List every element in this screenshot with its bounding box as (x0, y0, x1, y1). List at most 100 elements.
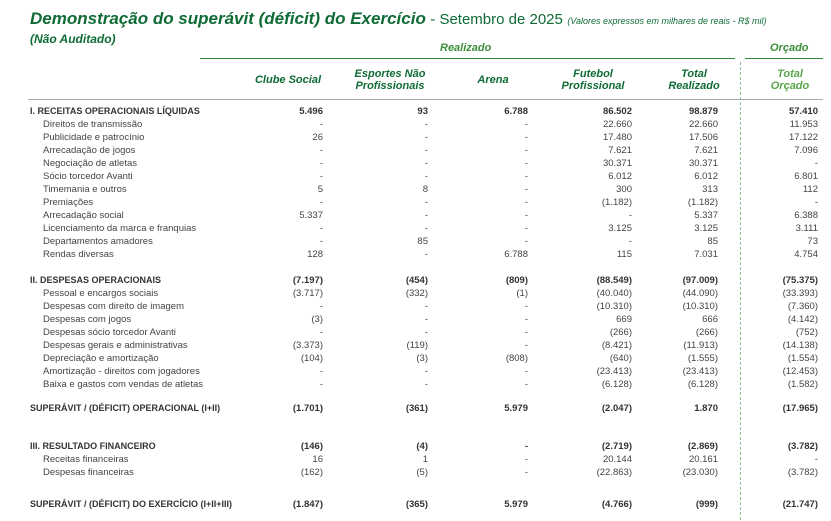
cell: 20.144 (602, 454, 632, 465)
cell: - (319, 301, 323, 312)
cell: 4.754 (794, 249, 818, 260)
row-label: Negociação de atletas (43, 158, 138, 169)
cell: 6.788 (504, 249, 528, 260)
cell: (2.719) (601, 441, 632, 452)
cell: 7.096 (794, 145, 818, 156)
cell: 17.122 (788, 132, 818, 143)
cell: - (424, 366, 428, 377)
cell: 112 (802, 184, 818, 195)
cell: 17.506 (688, 132, 718, 143)
cell: - (424, 379, 428, 390)
cell: (10.310) (682, 301, 718, 312)
cell: (40.040) (596, 288, 632, 299)
cell: 6.388 (794, 210, 818, 221)
cell: - (424, 132, 428, 143)
row-label: Publicidade e patrocínio (43, 132, 145, 143)
cell: - (424, 145, 428, 156)
column-header: Esportes Não (354, 68, 426, 80)
cell: (640) (609, 353, 632, 364)
cell: 6.788 (504, 106, 528, 117)
row-label: Despesas gerais e administrativas (43, 340, 188, 351)
row-label: Depreciação e amortização (43, 353, 159, 364)
cell: 1 (422, 454, 428, 465)
cell: 20.161 (688, 454, 718, 465)
row-label: Baixa e gastos com vendas de atletas (43, 379, 204, 390)
cell: 16 (312, 454, 323, 465)
cell: (4) (416, 441, 428, 452)
cell: - (814, 197, 818, 208)
cell: (5) (416, 467, 428, 478)
cell: - (424, 301, 428, 312)
cell: 30.371 (688, 158, 718, 169)
cell: - (814, 158, 818, 169)
cell: (7.360) (787, 301, 818, 312)
cell: 30.371 (602, 158, 632, 169)
cell: 6.801 (794, 171, 818, 182)
cell: - (319, 145, 323, 156)
cell: 98.879 (688, 106, 718, 117)
cell: - (319, 327, 323, 338)
cell: (6.128) (601, 379, 632, 390)
cell: 5.496 (299, 106, 323, 117)
cell: - (524, 441, 528, 452)
row-label: Sócio torcedor Avanti (43, 171, 133, 182)
row-label: Receitas financeiras (43, 454, 129, 465)
cell: (2.047) (601, 403, 632, 414)
rule (200, 58, 735, 59)
row-label: Arrecadação de jogos (43, 145, 136, 156)
cell: (10.310) (596, 301, 632, 312)
cell: (3) (416, 353, 428, 364)
cell: - (524, 132, 528, 143)
cell: - (524, 314, 528, 325)
cell: 7.621 (608, 145, 632, 156)
cell: - (524, 379, 528, 390)
cell: 7.621 (694, 145, 718, 156)
cell: (1.182) (601, 197, 632, 208)
cell: 5.979 (504, 403, 528, 414)
cell: (266) (609, 327, 632, 338)
cell: - (524, 467, 528, 478)
cell: - (524, 184, 528, 195)
cell: - (524, 145, 528, 156)
cell: (8.421) (601, 340, 632, 351)
cell: (3.782) (787, 441, 818, 452)
cell: 3.125 (608, 223, 632, 234)
row-label: Despesas financeiras (43, 467, 134, 478)
cell: - (319, 171, 323, 182)
column-header: Futebol (573, 68, 613, 80)
title-line: Demonstração do superávit (déficit) do E… (30, 9, 767, 29)
row-label: Despesas com direito de imagem (43, 301, 184, 312)
row-label: Premiações (43, 197, 94, 208)
cell: (104) (300, 353, 323, 364)
cell: - (424, 158, 428, 169)
cell: (7.197) (292, 275, 323, 286)
period: - Setembro de 2025 (430, 11, 563, 28)
cell: - (424, 314, 428, 325)
divider (740, 62, 741, 520)
cell: (809) (505, 275, 528, 286)
cell: - (319, 379, 323, 390)
cell: - (424, 327, 428, 338)
row-label: Despesas sócio torcedor Avanti (43, 327, 176, 338)
row-label: Amortização - direitos com jogadores (43, 366, 200, 377)
cell: - (524, 236, 528, 247)
cell: - (524, 223, 528, 234)
cell: 1.870 (694, 403, 718, 414)
title: Demonstração do superávit (déficit) do E… (30, 9, 426, 28)
cell: 5 (317, 184, 323, 195)
cell: 3.111 (795, 223, 818, 234)
cell: (146) (300, 441, 323, 452)
cell: (6.128) (687, 379, 718, 390)
cell: (4.142) (787, 314, 818, 325)
cell: - (524, 171, 528, 182)
cell: 5.337 (299, 210, 323, 221)
cell: - (319, 119, 323, 130)
cell: - (319, 366, 323, 377)
column-header: Total (777, 68, 803, 80)
column-header: Realizado (668, 80, 720, 92)
group-header: Orçado (770, 42, 809, 54)
row-label: Arrecadação social (43, 210, 124, 221)
cell: - (319, 236, 323, 247)
row-label: Rendas diversas (43, 249, 114, 260)
